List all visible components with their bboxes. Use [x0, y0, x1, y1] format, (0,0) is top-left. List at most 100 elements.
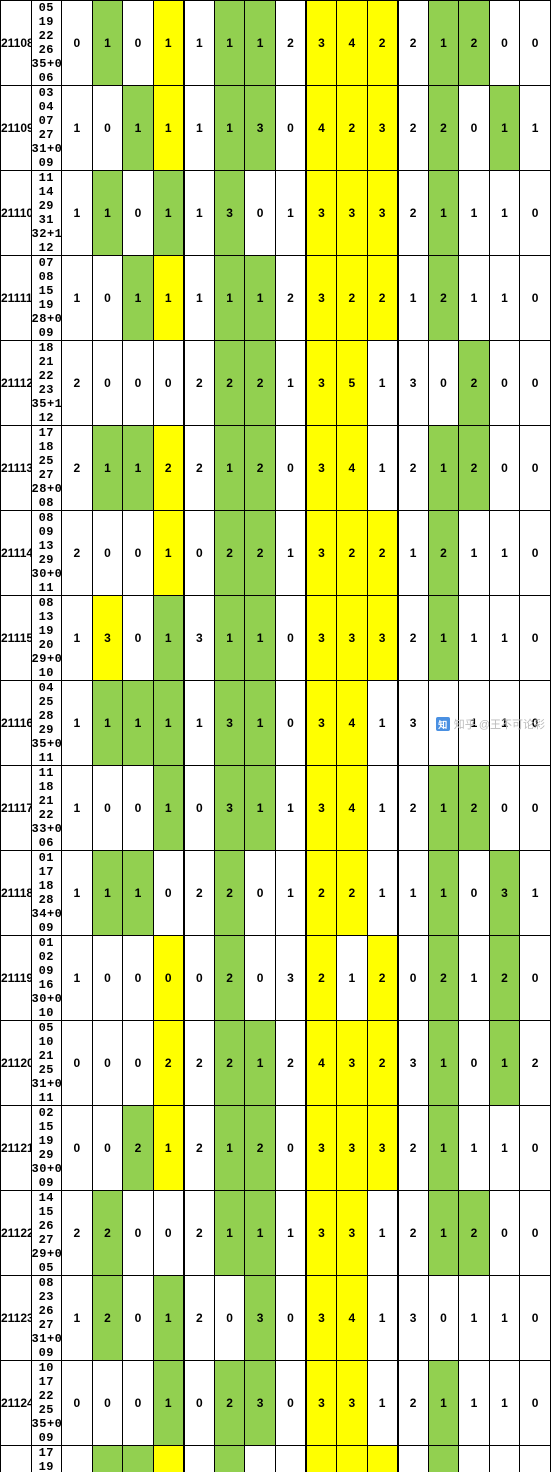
indicator-cell: 2: [459, 426, 490, 511]
indicator-cell: 1: [428, 1, 459, 86]
indicator-cell: 0: [123, 1361, 154, 1446]
indicator-cell: 1: [62, 851, 93, 936]
indicator-cell: 1: [214, 596, 245, 681]
indicator-cell: 3: [214, 681, 245, 766]
indicator-cell: 0: [489, 1446, 520, 1472]
indicator-cell: 1: [153, 1, 184, 86]
indicator-cell: 4: [337, 1446, 368, 1472]
indicator-cell: 2: [428, 936, 459, 1021]
indicator-cell: 1: [428, 1106, 459, 1191]
indicator-cell: 2: [184, 1021, 215, 1106]
indicator-cell: 0: [92, 936, 123, 1021]
indicator-cell: 1: [245, 1, 276, 86]
indicator-cell: 1: [459, 936, 490, 1021]
indicator-cell: 3: [306, 171, 337, 256]
indicator-cell: 3: [337, 1191, 368, 1276]
indicator-cell: 1: [245, 256, 276, 341]
indicator-cell: 1: [62, 936, 93, 1021]
data-row: 2111317 18 25 27 28+04 08211221203412120…: [1, 426, 551, 511]
indicator-cell: 0: [489, 766, 520, 851]
indicator-cell: 2: [428, 511, 459, 596]
indicator-cell: 1: [92, 426, 123, 511]
indicator-cell: 3: [245, 1276, 276, 1361]
indicator-cell: 2: [184, 426, 215, 511]
indicator-cell: 4: [398, 1446, 429, 1472]
indicator-cell: 2: [398, 171, 429, 256]
indicator-cell: 1: [92, 851, 123, 936]
period-cell: 21125: [1, 1446, 32, 1472]
indicator-cell: 3: [337, 1361, 368, 1446]
watermark: 知 知乎 @王不可论彩: [436, 716, 545, 732]
indicator-cell: 1: [489, 1361, 520, 1446]
draw-cell: 02 15 19 29 30+02 09: [31, 1106, 62, 1191]
indicator-cell: 1: [245, 1191, 276, 1276]
indicator-cell: 1: [489, 511, 520, 596]
indicator-cell: 0: [123, 1, 154, 86]
indicator-cell: 1: [245, 766, 276, 851]
indicator-cell: 1: [123, 426, 154, 511]
indicator-cell: 0: [184, 511, 215, 596]
indicator-cell: 1: [62, 596, 93, 681]
draw-cell: 17 18 25 27 28+04 08: [31, 426, 62, 511]
indicator-cell: 3: [184, 596, 215, 681]
indicator-cell: 1: [367, 1361, 398, 1446]
period-cell: 21114: [1, 511, 32, 596]
period-cell: 21124: [1, 1361, 32, 1446]
indicator-cell: 2: [214, 511, 245, 596]
indicator-cell: 1: [428, 1446, 459, 1472]
indicator-cell: 0: [123, 341, 154, 426]
indicator-cell: 1: [367, 851, 398, 936]
watermark-text: 知乎 @王不可论彩: [454, 716, 545, 732]
indicator-cell: 0: [520, 1191, 551, 1276]
indicator-cell: 1: [428, 851, 459, 936]
indicator-cell: 1: [153, 511, 184, 596]
indicator-cell: 1: [459, 511, 490, 596]
indicator-cell: 2: [153, 426, 184, 511]
draw-cell: 07 08 15 19 28+08 09: [31, 256, 62, 341]
indicator-cell: 2: [428, 256, 459, 341]
draw-cell: 17 19 21 27 31+04 09: [31, 1446, 62, 1472]
data-row: 2112214 15 26 27 29+04 05220021113312120…: [1, 1191, 551, 1276]
indicator-cell: 0: [459, 851, 490, 936]
indicator-cell: 1: [153, 256, 184, 341]
indicator-cell: 2: [184, 1276, 215, 1361]
indicator-cell: 2: [367, 511, 398, 596]
indicator-cell: 0: [62, 1, 93, 86]
indicator-cell: 0: [153, 341, 184, 426]
indicator-cell: 2: [398, 426, 429, 511]
indicator-cell: 1: [184, 681, 215, 766]
indicator-cell: 1: [428, 426, 459, 511]
indicator-cell: 0: [62, 1361, 93, 1446]
period-cell: 21108: [1, 1, 32, 86]
indicator-cell: 3: [306, 341, 337, 426]
indicator-cell: 2: [184, 851, 215, 936]
indicator-cell: 0: [398, 936, 429, 1021]
indicator-cell: 0: [153, 1191, 184, 1276]
indicator-cell: 0: [245, 851, 276, 936]
indicator-cell: 1: [520, 86, 551, 171]
indicator-cell: 3: [245, 86, 276, 171]
indicator-cell: 2: [184, 1446, 215, 1472]
indicator-cell: 0: [489, 341, 520, 426]
indicator-cell: 0: [520, 426, 551, 511]
indicator-cell: 1: [92, 681, 123, 766]
draw-cell: 04 25 28 29 35+03 11: [31, 681, 62, 766]
indicator-cell: 0: [245, 1446, 276, 1472]
indicator-cell: 0: [275, 426, 306, 511]
indicator-cell: 1: [428, 596, 459, 681]
indicator-cell: 2: [428, 86, 459, 171]
indicator-cell: 4: [337, 681, 368, 766]
indicator-cell: 1: [245, 1021, 276, 1106]
indicator-cell: 1: [245, 596, 276, 681]
indicator-cell: 0: [153, 936, 184, 1021]
indicator-cell: 1: [459, 256, 490, 341]
indicator-cell: 4: [306, 1021, 337, 1106]
draw-cell: 14 15 26 27 29+04 05: [31, 1191, 62, 1276]
indicator-cell: 3: [306, 256, 337, 341]
indicator-cell: 3: [337, 171, 368, 256]
indicator-cell: 0: [520, 511, 551, 596]
indicator-cell: 3: [398, 681, 429, 766]
indicator-cell: 2: [214, 1021, 245, 1106]
indicator-cell: 2: [489, 936, 520, 1021]
indicator-cell: 1: [214, 1, 245, 86]
